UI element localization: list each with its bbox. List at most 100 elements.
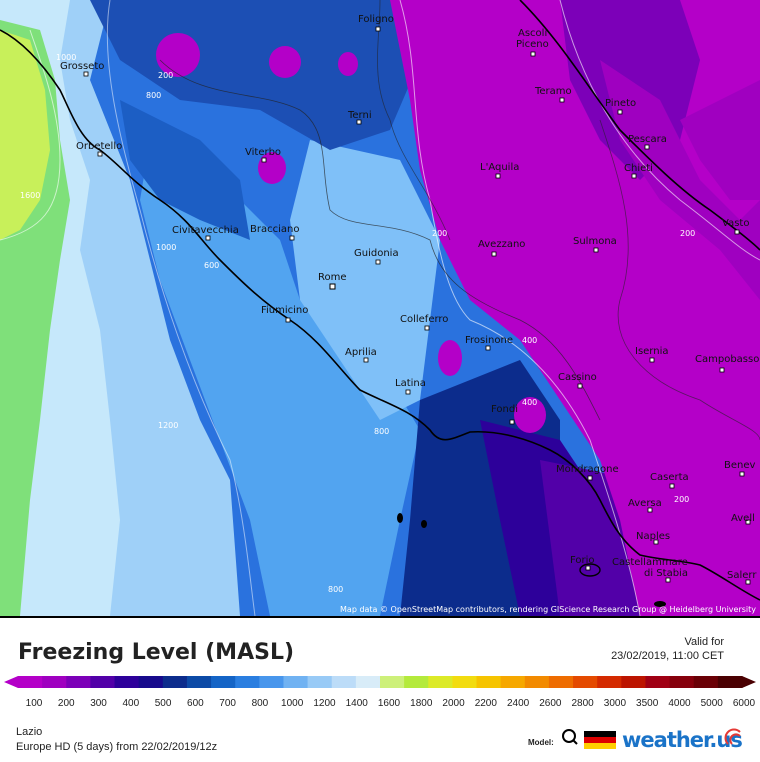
- colorbar-tick-label: 300: [90, 698, 107, 709]
- model-logos: [562, 729, 616, 749]
- colorbar-tick-label: 2000: [442, 698, 465, 709]
- colorbar-cell: [428, 676, 453, 688]
- weather-map[interactable]: Foligno Ascoli Piceno Grosseto Teramo Pi…: [0, 0, 760, 616]
- city-label: Isernia: [635, 346, 669, 357]
- city-frosinone: Frosinone: [465, 335, 513, 351]
- legend-title: Freezing Level (MASL): [18, 640, 295, 665]
- pocket-5: [438, 340, 462, 376]
- city-label: Bracciano: [250, 224, 299, 235]
- colorbar-tick-label: 1000: [281, 698, 304, 709]
- contour-value: 200: [680, 229, 695, 238]
- contour-value: 800: [374, 427, 389, 436]
- colorbar-tick-label: 2600: [539, 698, 562, 709]
- contour-line: [0, 29, 61, 241]
- colorbar-tick-label: 4000: [668, 698, 691, 709]
- city-mondragone: Mondragone: [556, 464, 619, 481]
- city-naples: Naples: [636, 531, 670, 545]
- colorbar-cell: [717, 676, 743, 688]
- colorbar-tick-label: 1800: [410, 698, 433, 709]
- city-foligno: Foligno: [358, 14, 394, 32]
- pocket-2: [269, 46, 301, 78]
- colorbar-tick-label: 1600: [378, 698, 401, 709]
- city-fondi: Fondi: [491, 404, 518, 425]
- city-vasto: Vasto: [722, 218, 749, 235]
- colorbar-tick-label: 1200: [313, 698, 336, 709]
- city-latina: Latina: [395, 378, 426, 395]
- colorbar-tick-label: 500: [155, 698, 172, 709]
- contour-line: [399, 0, 641, 616]
- colorbar-tick-label: 1400: [346, 698, 369, 709]
- city-label: Viterbo: [245, 147, 281, 158]
- colorbar-cell: [380, 676, 405, 688]
- contour-value: 200: [158, 71, 173, 80]
- island-ischia: [579, 563, 601, 577]
- valid-for-label: Valid for: [684, 636, 724, 648]
- field-center-light: [140, 140, 420, 616]
- city-aprilia: Aprilia: [345, 347, 377, 363]
- city-label: Mondragone: [556, 464, 619, 475]
- city-label: Aprilia: [345, 347, 377, 358]
- colorbar-cells: [4, 676, 756, 688]
- colorbar-tick-label: 600: [187, 698, 204, 709]
- city-rome: Rome: [318, 272, 347, 290]
- coastline: [0, 29, 760, 601]
- brand-logo[interactable]: weather.us: [622, 728, 743, 752]
- colorbar-tick-label: 100: [26, 698, 43, 709]
- colorbar-tick-label: 2200: [475, 698, 498, 709]
- colorbar-cell: [18, 676, 43, 688]
- field-yellow-green: [0, 30, 50, 240]
- city-label: Terni: [347, 110, 372, 121]
- city-label: Rome: [318, 272, 347, 283]
- pocket-6: [514, 397, 546, 433]
- island: [397, 513, 403, 523]
- city-salerno: Salerr: [727, 570, 757, 585]
- colorbar-cell: [307, 676, 333, 688]
- city-pineto: Pineto: [605, 98, 636, 115]
- colorbar-tick-label: 2800: [572, 698, 595, 709]
- region-name: Lazio: [16, 726, 43, 738]
- colorbar-cell: [669, 676, 695, 688]
- city-fiumicino: Fiumicino: [261, 305, 308, 323]
- city-label: Frosinone: [465, 335, 513, 346]
- field-north-mid: [120, 100, 250, 240]
- colorbar-cell: [597, 676, 622, 688]
- city-label: Orbetello: [76, 141, 122, 152]
- colorbar: 100 200 300 400 500 600 700 800 1000 1200 1400 1600…: [4, 676, 756, 709]
- colorbar-cell: [355, 676, 381, 688]
- city-chieti: Chieti: [624, 163, 653, 179]
- city-benevento: Benev: [724, 460, 756, 477]
- city-grosseto: Grosseto: [60, 61, 104, 77]
- legend-panel: Freezing Level (MASL) Valid for 23/02/20…: [0, 616, 760, 762]
- contour-value: 1000: [156, 243, 176, 252]
- model-label: Model:: [528, 738, 554, 747]
- city-label: di Stabia: [644, 568, 688, 579]
- colorbar-tick-label: 200: [58, 698, 75, 709]
- city-colleferro: Colleferro: [400, 314, 448, 331]
- city-label: Chieti: [624, 163, 653, 174]
- colorbar-arrow-left: [4, 676, 18, 688]
- field-rome-light: [290, 140, 440, 420]
- city-label: Avezzano: [478, 239, 525, 250]
- colorbar-cell: [138, 676, 164, 688]
- colorbar-cell: [283, 676, 309, 688]
- city-bracciano: Bracciano: [250, 224, 299, 241]
- map-canvas: Foligno Ascoli Piceno Grosseto Teramo Pi…: [0, 0, 760, 616]
- colorbar-tick-label: 3500: [636, 698, 659, 709]
- city-label: Campobasso: [695, 354, 759, 365]
- contour-value: 200: [432, 229, 447, 238]
- contour-value: 800: [328, 585, 343, 594]
- colorbar-tick-label: 700: [219, 698, 236, 709]
- city-label: Fondi: [491, 404, 518, 415]
- valid-time: 23/02/2019, 11:00 CET: [611, 650, 724, 662]
- colorbar-cell: [452, 676, 478, 688]
- colorbar-cell: [186, 676, 212, 688]
- colorbar-cell: [42, 676, 67, 688]
- contour-value: 800: [146, 91, 161, 100]
- region-border: [599, 119, 760, 441]
- city-label: Civitavecchia: [172, 225, 239, 236]
- colorbar-cell: [573, 676, 598, 688]
- city-sulmona: Sulmona: [573, 236, 617, 253]
- colorbar-tick-label: 2400: [507, 698, 530, 709]
- contour-value: 600: [204, 261, 219, 270]
- colorbar-cell: [476, 676, 502, 688]
